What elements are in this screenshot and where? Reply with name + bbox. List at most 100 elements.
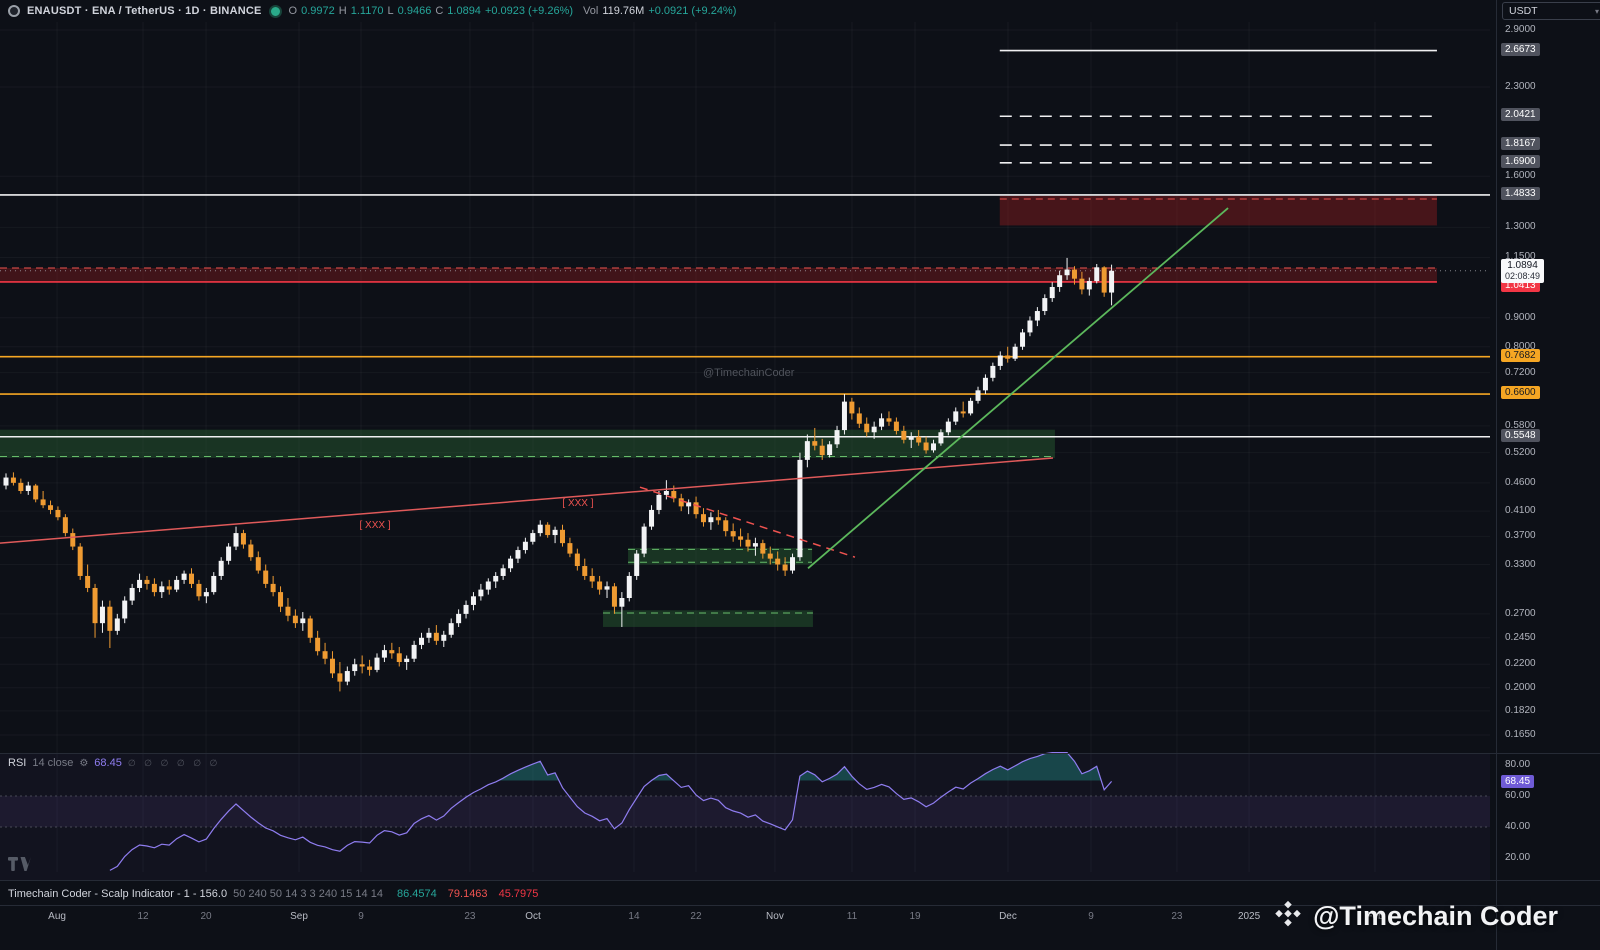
candle-body[interactable] [122, 600, 128, 619]
candle-body[interactable] [975, 390, 981, 401]
candle-body[interactable] [1079, 278, 1085, 290]
candle-body[interactable] [923, 442, 929, 451]
candle-body[interactable] [745, 539, 751, 547]
tradingview-logo[interactable] [8, 857, 32, 876]
candle-body[interactable] [233, 533, 239, 547]
supply-band-zone[interactable] [0, 267, 1437, 282]
candle-body[interactable] [181, 573, 187, 580]
candle-body[interactable] [55, 509, 61, 518]
candle-body[interactable] [493, 575, 499, 582]
candle-body[interactable] [804, 441, 810, 460]
candle-body[interactable] [597, 581, 603, 590]
candle-body[interactable] [137, 579, 143, 588]
candle-body[interactable] [419, 637, 425, 645]
candle-body[interactable] [990, 365, 996, 378]
candle-body[interactable] [626, 575, 632, 599]
candle-body[interactable] [478, 589, 484, 597]
candle-body[interactable] [470, 596, 476, 605]
candle-body[interactable] [381, 650, 387, 658]
candle-body[interactable] [218, 560, 224, 576]
candle-body[interactable] [515, 550, 521, 559]
candle-body[interactable] [522, 541, 528, 551]
candle-body[interactable] [189, 573, 194, 584]
candle-body[interactable] [574, 553, 580, 567]
candle-body[interactable] [456, 613, 462, 624]
candle-body[interactable] [634, 553, 640, 576]
candle-body[interactable] [1020, 332, 1026, 347]
candle-body[interactable] [560, 529, 565, 544]
candle-body[interactable] [322, 651, 328, 659]
candle-body[interactable] [997, 355, 1003, 366]
candle-body[interactable] [1057, 275, 1063, 287]
supply-upper-zone[interactable] [999, 195, 1437, 226]
candle-body[interactable] [352, 664, 358, 672]
candle-body[interactable] [864, 423, 870, 433]
candle-body[interactable] [693, 502, 699, 515]
ascending-support-trendline[interactable] [0, 457, 1054, 544]
candle-body[interactable] [834, 430, 840, 445]
candle-body[interactable] [545, 524, 551, 536]
candle-body[interactable] [166, 586, 172, 590]
candle-body[interactable] [775, 558, 781, 565]
candle-body[interactable] [856, 413, 862, 424]
candle-body[interactable] [99, 606, 105, 624]
candle-body[interactable] [485, 581, 491, 590]
candle-body[interactable] [62, 517, 68, 534]
candle-body[interactable] [367, 666, 373, 670]
candle-body[interactable] [589, 575, 595, 582]
candle-body[interactable] [960, 411, 966, 414]
rsi-line[interactable] [109, 752, 1113, 871]
scalp-title[interactable]: Timechain Coder - Scalp Indicator - 1 - … [8, 888, 228, 900]
candle-body[interactable] [886, 418, 892, 422]
candle-body[interactable] [1109, 270, 1115, 293]
candle-body[interactable] [77, 546, 83, 576]
candle-body[interactable] [1012, 346, 1018, 359]
candle-body[interactable] [396, 653, 402, 663]
candle-body[interactable] [760, 543, 766, 554]
candle-body[interactable] [40, 499, 46, 506]
candle-body[interactable] [641, 526, 647, 554]
trendline-label[interactable]: [ XXX ] [562, 498, 593, 509]
candle-body[interactable] [953, 411, 959, 422]
symbol-logo-icon[interactable] [8, 5, 20, 17]
candle-body[interactable] [700, 514, 706, 523]
candle-body[interactable] [893, 421, 899, 431]
candle-body[interactable] [1086, 281, 1092, 290]
candle-body[interactable] [114, 618, 120, 631]
candle-body[interactable] [240, 533, 246, 545]
candle-body[interactable] [901, 430, 907, 440]
candle-body[interactable] [374, 657, 380, 670]
candle-body[interactable] [329, 658, 335, 674]
candle-body[interactable] [85, 575, 91, 588]
candle-body[interactable] [33, 485, 39, 500]
candle-body[interactable] [686, 502, 692, 507]
candle-body[interactable] [982, 377, 988, 391]
candle-body[interactable] [723, 520, 729, 532]
candle-body[interactable] [849, 401, 855, 414]
candle-body[interactable] [819, 445, 825, 456]
candle-body[interactable] [433, 632, 439, 641]
candle-body[interactable] [582, 566, 588, 576]
candle-body[interactable] [908, 436, 914, 440]
demand-mid-zone[interactable] [628, 547, 813, 565]
candle-body[interactable] [567, 543, 573, 554]
candle-body[interactable] [619, 598, 625, 607]
candle-body[interactable] [708, 517, 714, 523]
candle-body[interactable] [196, 583, 202, 597]
candle-body[interactable] [938, 432, 944, 444]
candle-body[interactable] [827, 444, 833, 456]
candle-body[interactable] [300, 618, 306, 624]
candle-body[interactable] [359, 664, 365, 667]
candle-body[interactable] [1071, 269, 1077, 279]
candle-body[interactable] [144, 579, 150, 584]
broken-resistance-trendline[interactable] [639, 486, 856, 558]
candle-body[interactable] [552, 529, 558, 536]
candle-body[interactable] [1094, 267, 1100, 282]
candle-body[interactable] [337, 673, 343, 682]
candle-body[interactable] [211, 575, 217, 593]
candle-body[interactable] [315, 637, 321, 652]
candle-body[interactable] [18, 482, 24, 491]
candle-body[interactable] [48, 505, 54, 510]
candle-body[interactable] [508, 558, 514, 569]
